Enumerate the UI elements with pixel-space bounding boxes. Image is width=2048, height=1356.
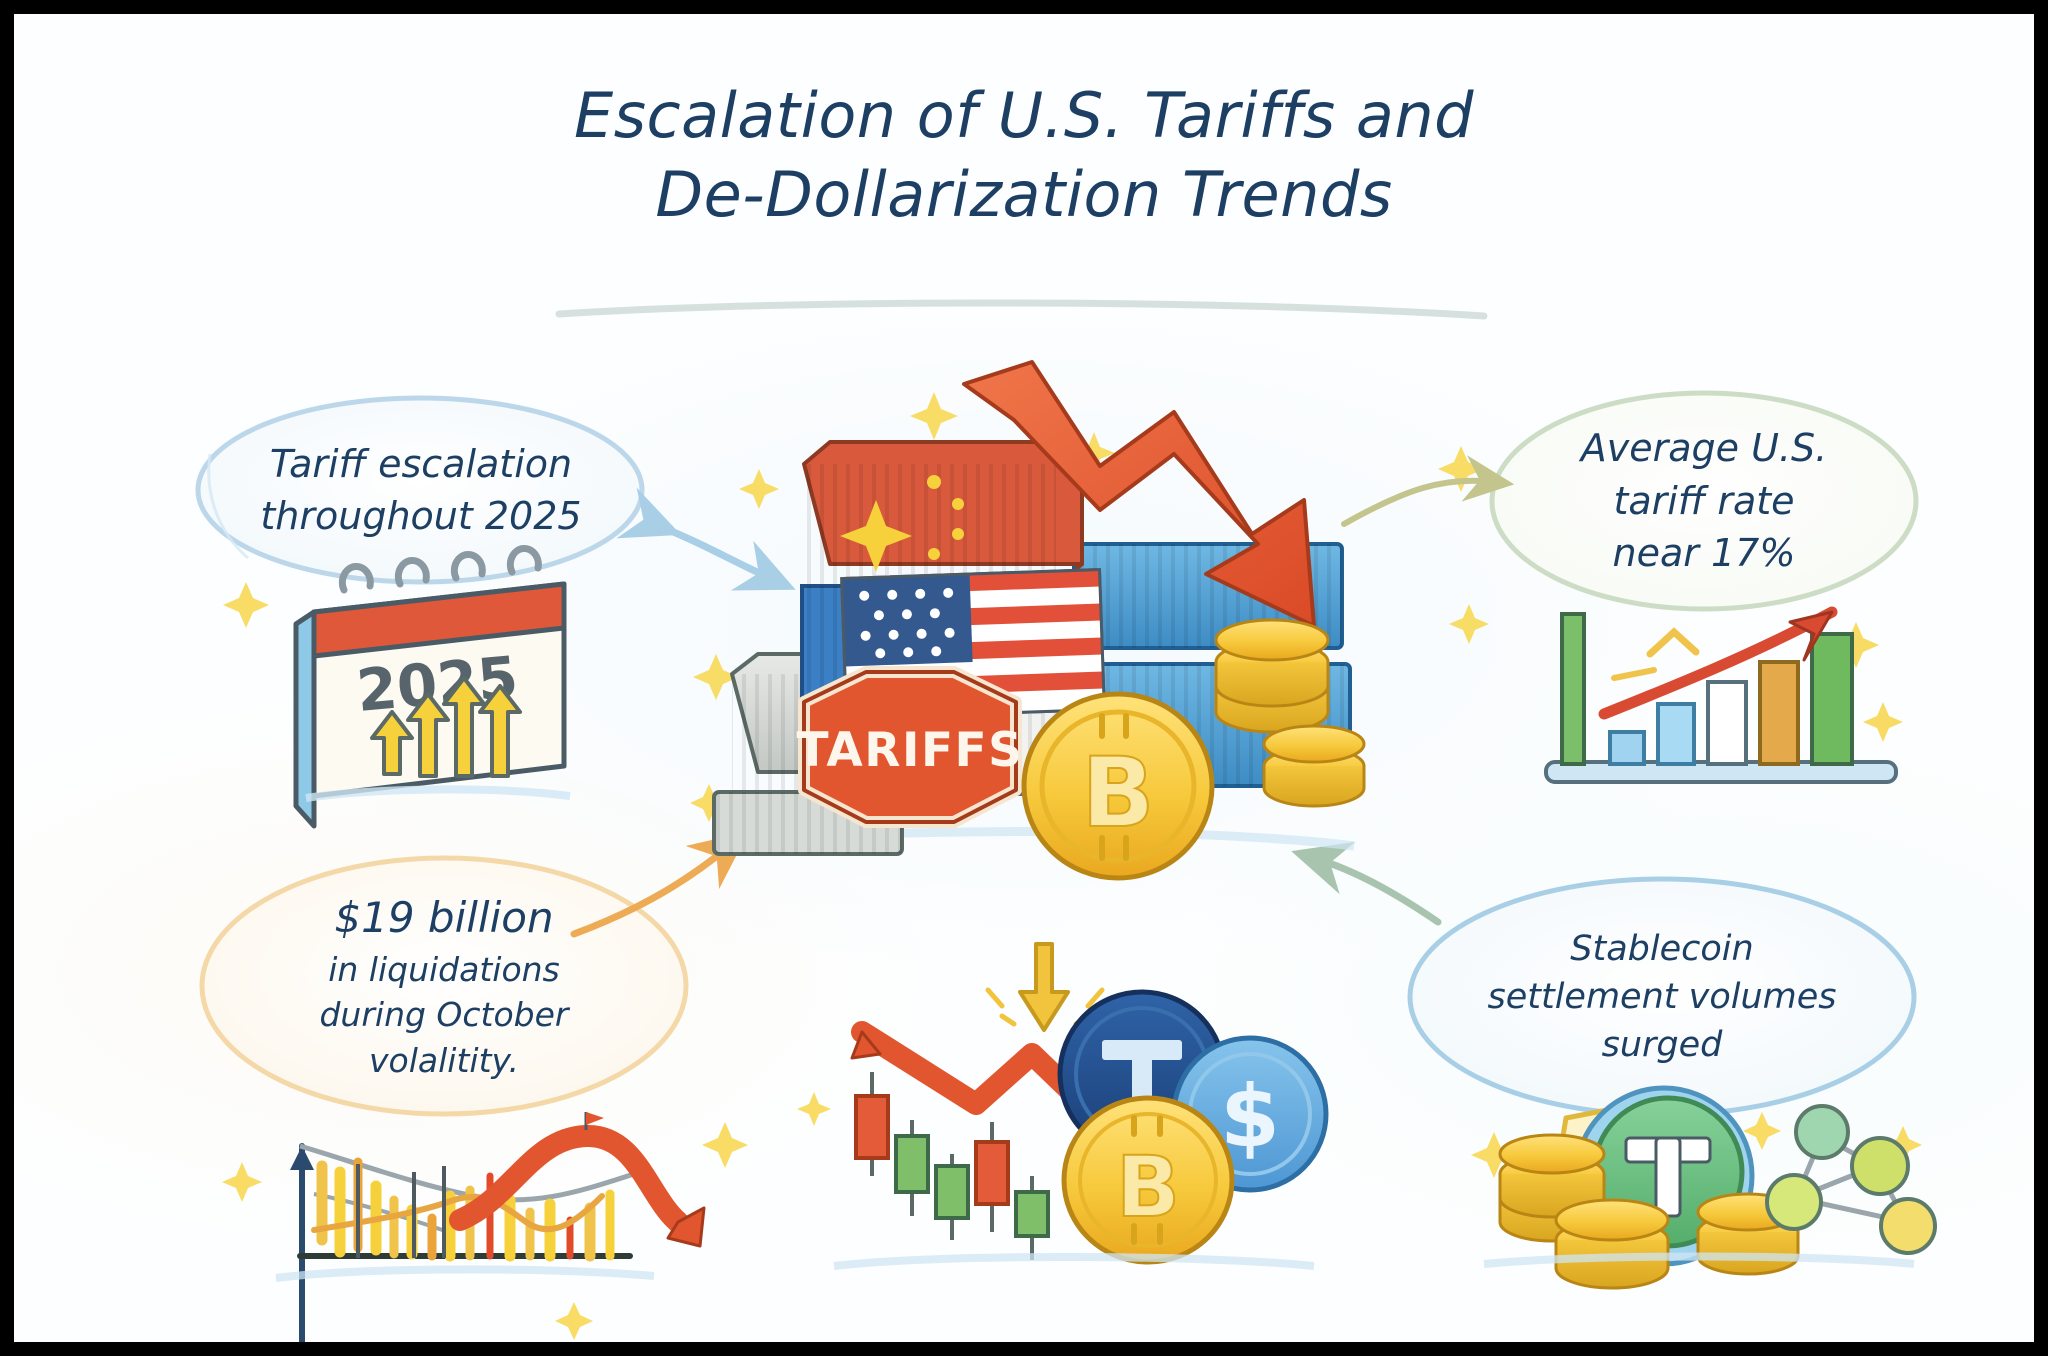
bar-5 xyxy=(1810,632,1854,766)
bar-4 xyxy=(1758,660,1800,766)
callout-bl-line-2: in liquidations xyxy=(328,949,560,989)
callout-tr-line-2: tariff rate xyxy=(1613,478,1795,523)
illustration-line-chart xyxy=(275,1112,706,1342)
connector-bottom-right xyxy=(1291,841,1442,926)
page-title: Escalation of U.S. Tariffs and De-Dollar… xyxy=(14,76,2034,235)
callout-bl-line-3: during October xyxy=(319,995,569,1035)
candle-up-1 xyxy=(894,1120,930,1216)
illustration-bar-chart xyxy=(1544,606,1898,784)
title-line-2: De-Dollarization Trends xyxy=(655,158,1393,232)
bitcoin-coin-large: B xyxy=(1021,691,1215,881)
callout-tr-line-1: Average U.S. xyxy=(1580,426,1828,471)
callout-bubble-top-left xyxy=(195,395,645,585)
sparkle-decorations xyxy=(222,392,1922,1340)
title-divider xyxy=(555,299,1488,320)
svg-text:$: $ xyxy=(1220,1067,1280,1167)
yellow-down-arrow xyxy=(985,942,1105,1032)
title-line-1: Escalation of U.S. Tariffs and xyxy=(574,79,1474,152)
svg-text:B: B xyxy=(1116,1138,1180,1236)
bar-3 xyxy=(1706,680,1748,766)
infographic-frame: Escalation of U.S. Tariffs and De-Dollar… xyxy=(14,14,2034,1342)
illustration-stablecoin-network xyxy=(1483,1085,1937,1290)
illustration-calendar: 2025 xyxy=(293,544,571,829)
candle-up-2 xyxy=(934,1154,970,1240)
tariffs-stop-sign: TARIFFS xyxy=(796,666,1023,828)
callout-bl-line-4: volalitity. xyxy=(369,1040,519,1080)
callout-bottom-right[interactable]: Stablecoin settlement volumes surged xyxy=(1412,892,1912,1102)
gold-coin-stack-front xyxy=(1554,1198,1670,1290)
callout-tl-line-2: throughout 2025 xyxy=(260,494,582,538)
callout-top-left[interactable]: Tariff escalation throughout 2025 xyxy=(196,409,646,571)
calendar-rings xyxy=(338,544,542,594)
connector-top-left xyxy=(616,487,796,591)
container-china-flag xyxy=(802,440,1084,588)
network-diagram xyxy=(1765,1104,1937,1255)
callout-br-line-2: settlement volumes xyxy=(1487,976,1837,1017)
callout-bl-line-1: $19 billion xyxy=(334,892,554,942)
callout-bottom-left[interactable]: $19 billion in liquidations during Octob… xyxy=(204,866,684,1106)
candle-down-1 xyxy=(854,1072,890,1176)
candle-up-3 xyxy=(1014,1176,1050,1260)
tariffs-label: TARIFFS xyxy=(796,723,1023,778)
candle-down-2 xyxy=(974,1122,1010,1232)
bar-2 xyxy=(1656,702,1696,766)
coin-stack-right xyxy=(1214,618,1366,808)
callout-tl-line-1: Tariff escalation xyxy=(269,441,573,486)
callout-top-right[interactable]: Average U.S. tariff rate near 17% xyxy=(1494,406,1914,596)
connector-top-right xyxy=(1341,455,1515,527)
illustration-container-stack: TARIFFS B xyxy=(712,360,1366,881)
china-flag-stars xyxy=(840,475,964,572)
svg-text:B: B xyxy=(1081,737,1154,849)
bar-axis xyxy=(1560,612,1586,766)
connector-bottom-left xyxy=(570,831,749,938)
candlestick-series xyxy=(854,1072,1050,1260)
calendar-growth-arrows xyxy=(370,676,522,778)
callout-bubble-bottom-left xyxy=(199,855,689,1117)
bar-1 xyxy=(1608,730,1646,766)
illustration-candlesticks-coins: $ B xyxy=(833,942,1329,1270)
callout-tr-line-3: near 17% xyxy=(1612,531,1796,576)
callout-br-line-1: Stablecoin xyxy=(1570,928,1754,969)
callout-br-line-3: surged xyxy=(1601,1025,1723,1066)
illustration-layer: TARIFFS B xyxy=(195,299,1937,1342)
bitcoin-coin-small: B xyxy=(1061,1095,1235,1265)
